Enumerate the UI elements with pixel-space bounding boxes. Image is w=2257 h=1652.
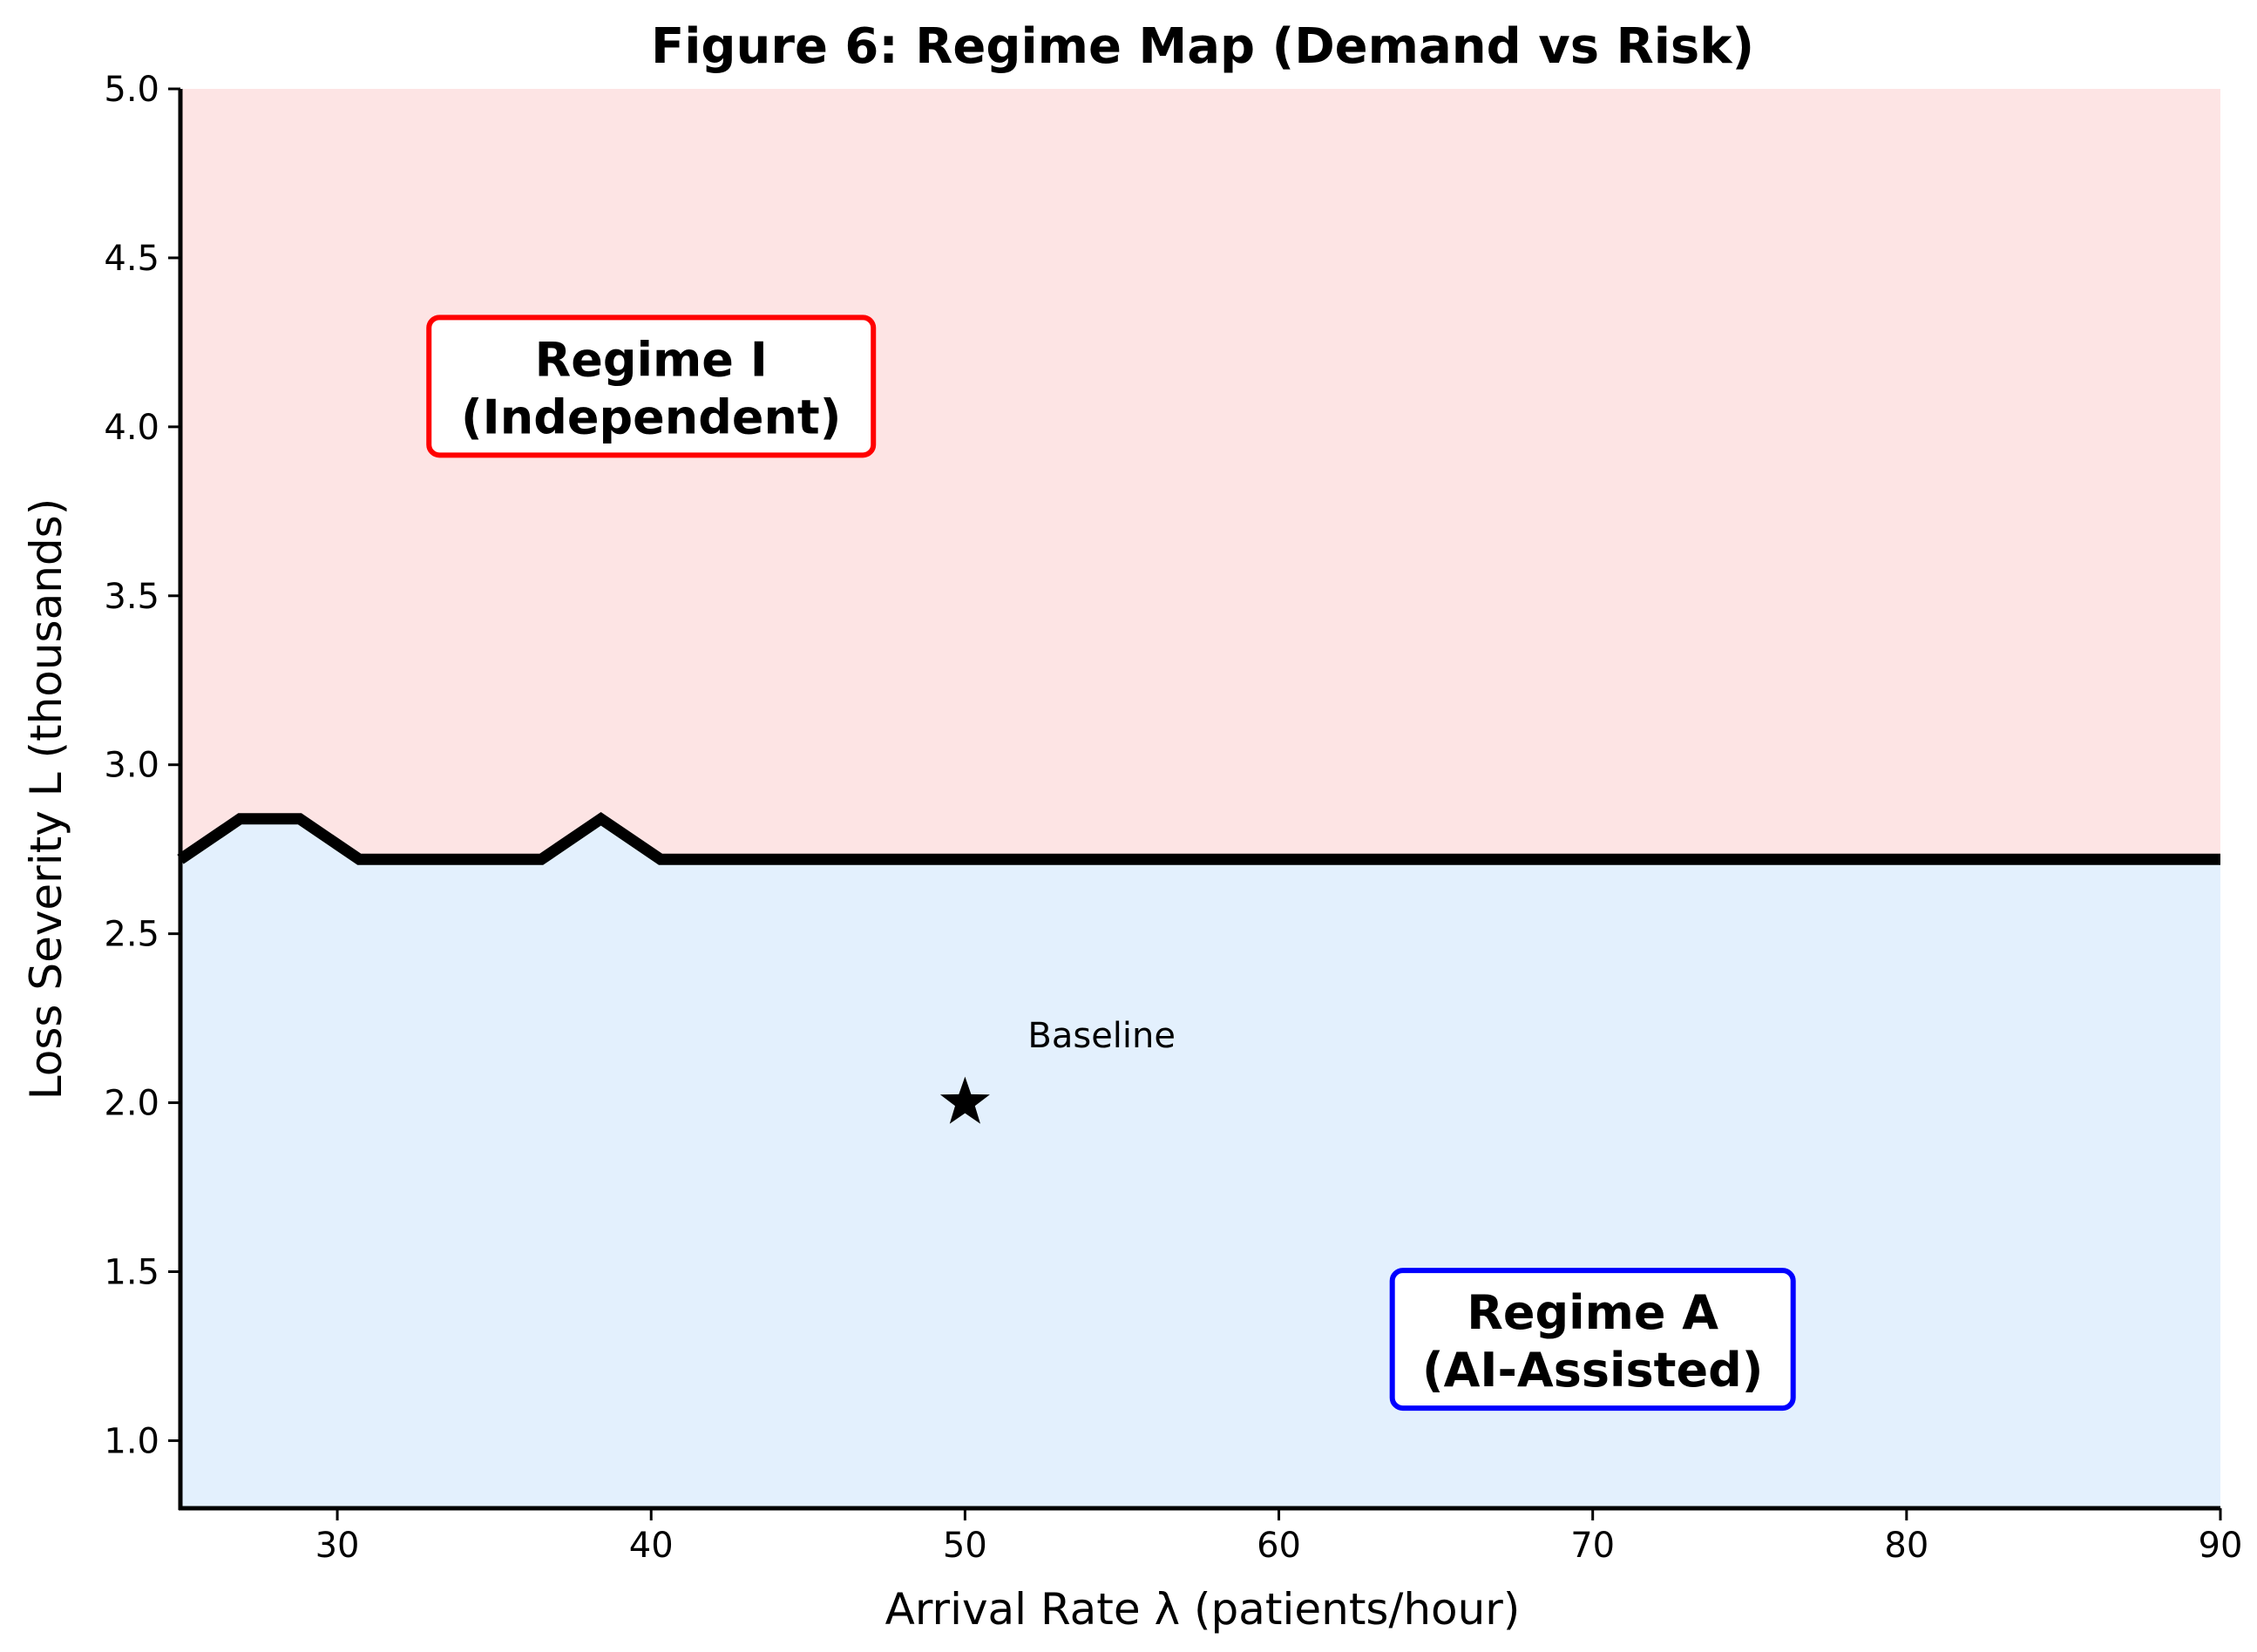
x-tick-label: 30 (315, 1526, 360, 1566)
label-line: Regime A (1467, 1285, 1718, 1340)
regime-a-region (180, 818, 2220, 1508)
chart-title: Figure 6: Regime Map (Demand vs Risk) (651, 18, 1754, 75)
label-line: (AI-Assisted) (1422, 1343, 1763, 1398)
y-axis-label: Loss Severity L (thousands) (21, 498, 71, 1100)
y-tick-label: 2.5 (104, 915, 159, 955)
x-axis-label: Arrival Rate λ (patients/hour) (885, 1584, 1521, 1635)
regime-boundary-line (177, 811, 2220, 865)
y-tick-label: 5.0 (104, 70, 159, 110)
y-tick-label: 1.5 (104, 1253, 159, 1293)
baseline-label: Baseline (1027, 1016, 1176, 1056)
label-line: Regime I (535, 332, 768, 387)
x-tick-label: 50 (943, 1526, 987, 1566)
x-tick-label: 40 (629, 1526, 674, 1566)
x-tick-label: 60 (1257, 1526, 1301, 1566)
y-tick-label: 1.0 (104, 1421, 159, 1461)
x-tick-label: 90 (2199, 1526, 2243, 1566)
x-tick-label: 70 (1570, 1526, 1615, 1566)
regime-i-region (180, 89, 2220, 860)
axes: 30 40 50 60 70 80 90 1.0 1.5 2.0 2.5 3.0 3.5 4.0 4.5 5.… (104, 70, 2242, 1566)
y-tick-label: 3.5 (104, 577, 159, 617)
y-tick-label: 4.5 (104, 239, 159, 279)
baseline-star-marker (939, 1076, 990, 1124)
regime-a-label: Regime A(AI-Assisted) (1389, 1268, 1796, 1412)
label-line: (Independent) (461, 389, 841, 444)
label-box (1389, 1268, 1796, 1412)
label-box (426, 315, 877, 458)
chart-labels: Figure 6: Regime Map (Demand vs Risk) Ar… (21, 18, 1754, 1635)
y-tick-label: 2.0 (104, 1084, 159, 1124)
y-tick-label: 4.0 (104, 408, 159, 448)
plot-area: Regime I(Independent) Regime A(AI-Assiste… (177, 89, 2220, 1508)
regime-i-label: Regime I(Independent) (426, 315, 877, 458)
x-tick-label: 80 (1884, 1526, 1928, 1566)
y-tick-label: 3.0 (104, 746, 159, 786)
